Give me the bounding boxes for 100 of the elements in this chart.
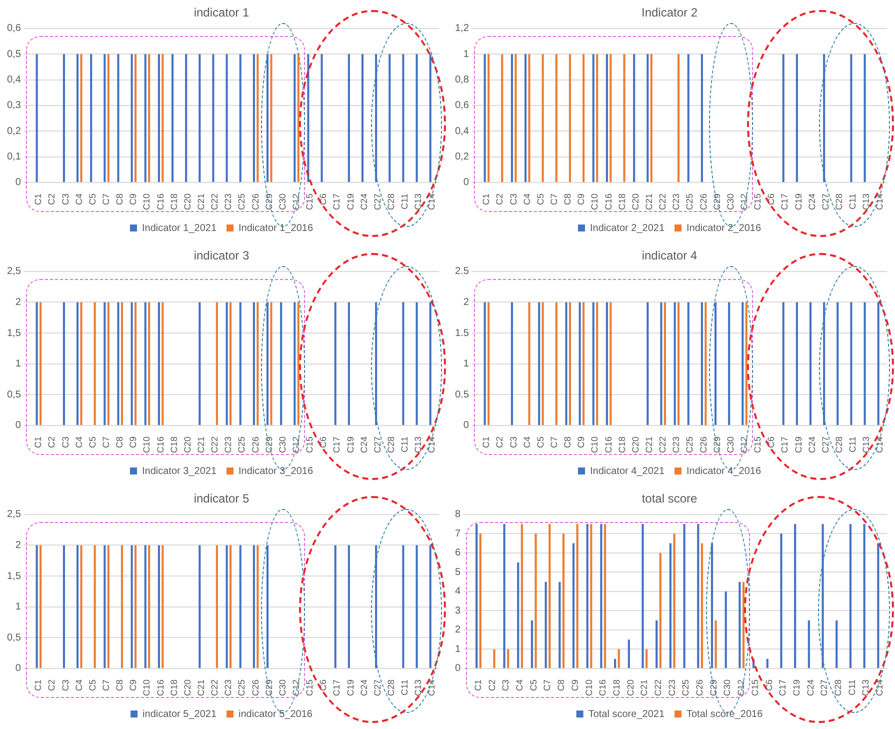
x-tick-label: C30 [725,193,736,210]
x-tick-label: C24 [806,193,817,210]
x-tick-label: C24 [358,436,369,454]
x-tick-label: C9 [128,436,138,448]
chart-title: indicator 4 [642,248,698,263]
bar [628,640,630,668]
y-tick-label: 3 [455,605,461,616]
x-tick-label: C9 [576,436,586,448]
x-tick-label: C23 [671,193,682,210]
x-tick-label: C26 [250,679,260,696]
x-tick-label: C18 [611,679,622,696]
x-tick-label: C1 [472,679,483,692]
x-tick-label: C1 [481,436,492,448]
x-tick-label: C29 [264,679,274,696]
x-tick-label: C22 [210,193,220,210]
x-tick-label: C7 [542,679,552,692]
y-tick-label: 0.5 [454,389,470,400]
x-tick-label: C25 [236,193,247,210]
bar [849,524,852,668]
bar [534,534,537,668]
x-tick-label: C19 [345,679,356,696]
x-tick-label: C10 [142,679,152,696]
x-tick-label: C8 [562,436,573,448]
bar [808,620,810,668]
x-tick-label: C4 [74,193,84,206]
x-tick-label: C13 [413,193,424,210]
y-tick-label: 2,5 [6,266,22,278]
x-tick-label: C8 [114,193,125,206]
x-tick-label: C9 [570,679,580,692]
bar [646,649,648,668]
bar [544,582,547,668]
y-tick-label: 2 [463,296,470,308]
bar [656,620,658,668]
y-tick-label: 2,5 [6,509,22,520]
y-tick-label: 0,5 [6,632,22,644]
legend-label: indicator 5_2016 [238,708,313,720]
chart-title: indicator 5 [194,492,250,506]
y-tick-label: 1 [15,602,22,613]
bar [507,649,510,668]
x-tick-label: C15 [304,436,315,454]
y-tick-label: 1,2 [454,23,470,34]
bar [738,582,741,668]
x-tick-label: C13 [861,193,872,210]
x-tick-label: C14 [874,679,885,696]
x-tick-label: C9 [128,193,138,206]
bar [642,524,644,668]
x-tick-label: C3 [60,679,70,692]
x-tick-label: C19 [345,436,356,454]
bar [562,534,565,668]
x-tick-label: C5 [528,679,538,692]
x-tick-label: C13 [413,679,424,696]
x-tick-label: C10 [142,193,152,210]
x-tick-label: C28 [834,436,844,454]
x-tick-label: C30 [722,679,732,696]
y-tick-label: 0,5 [6,48,22,60]
bar [697,524,700,668]
y-tick-label: 1 [463,48,470,60]
x-tick-label: C20 [630,193,640,210]
x-tick-label: C8 [562,193,573,206]
x-tick-label: C4 [522,436,532,448]
bar [877,543,880,668]
x-tick-label: C27 [372,193,382,210]
x-tick-label: C10 [584,679,594,696]
x-tick-label: C4 [74,679,84,692]
x-tick-label: C27 [372,436,382,454]
x-tick-label: C23 [671,436,682,454]
x-tick-label: C23 [223,193,234,210]
x-tick-label: C24 [806,436,817,454]
x-tick-label: C30 [277,193,288,210]
x-tick-label: C29 [712,436,722,454]
bar [517,562,520,668]
x-tick-label: C30 [725,436,736,454]
x-tick-label: C26 [250,436,260,454]
chart-title: indicator 1 [194,6,250,20]
x-tick-label: C7 [549,193,560,206]
x-tick-label: C7 [549,436,560,448]
y-tick-label: 0,4 [6,74,22,86]
x-tick-label: C8 [114,436,125,448]
x-tick-label: C16 [155,436,166,454]
x-tick-label: C3 [60,193,70,206]
x-tick-label: C11 [400,436,410,452]
x-tick-label: C8 [114,679,125,692]
y-tick-label: 1.5 [454,328,470,339]
x-tick-label: C12 [291,436,301,454]
bar [766,658,768,668]
x-tick-label: C28 [386,436,396,454]
x-tick-label: C5 [535,193,546,206]
x-tick-label: C20 [182,436,192,454]
x-tick-label: C2 [46,193,57,206]
x-tick-label: C26 [698,193,708,210]
x-tick-label: C21 [196,679,206,696]
chart-title: indicator 3 [194,248,250,263]
x-tick-label: C12 [736,679,746,696]
x-tick-label: C5 [87,193,98,206]
y-tick-label: 1 [463,358,470,370]
x-tick-label: C5 [87,436,98,448]
bar [604,524,606,668]
y-tick-label: 0 [15,420,22,432]
x-tick-label: C12 [739,436,749,454]
x-tick-label: C26 [250,193,260,210]
